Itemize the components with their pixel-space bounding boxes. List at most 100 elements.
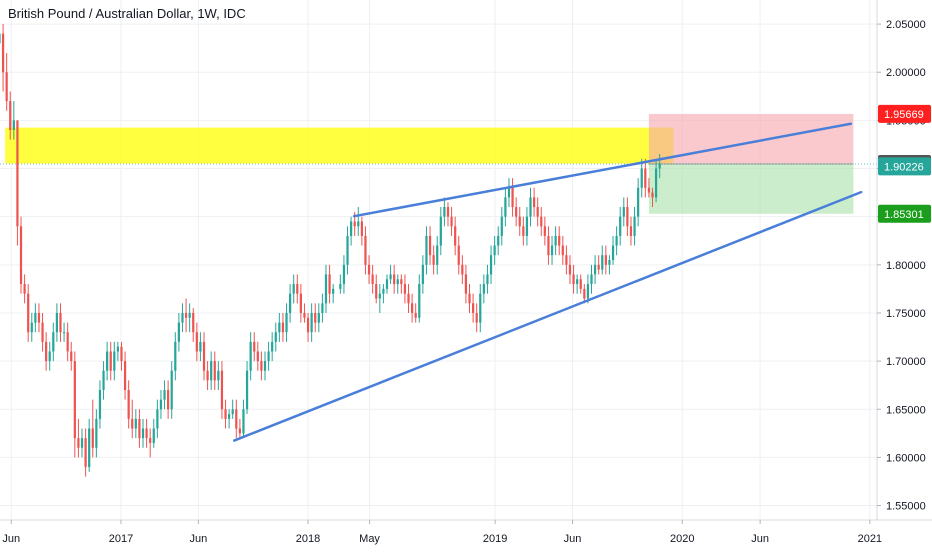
take-profit-zone — [648, 163, 854, 214]
candle-body — [62, 332, 66, 334]
candle-body — [192, 312, 195, 333]
candle-body — [346, 235, 349, 265]
candle-body — [540, 216, 543, 227]
time-tick-label: Jun — [564, 533, 582, 545]
price-label-text: 1.90226 — [884, 161, 924, 173]
candle-body — [271, 341, 274, 352]
candle-body — [260, 361, 263, 371]
candle-body — [163, 390, 166, 400]
candle-body — [568, 264, 572, 275]
candle-body — [418, 284, 421, 318]
time-tick-label: 2019 — [483, 533, 507, 545]
time-tick-label: 2018 — [296, 533, 320, 545]
candle-body — [310, 312, 313, 333]
candle-body — [375, 284, 378, 299]
time-tick-label: Jun — [189, 533, 207, 545]
candle-body — [400, 279, 403, 285]
candle-body — [493, 245, 496, 256]
candle-body — [396, 279, 399, 285]
candle-body — [357, 221, 360, 227]
candle-body — [647, 187, 651, 193]
candle-body — [88, 428, 91, 468]
candle-body — [497, 235, 500, 246]
candle-body — [590, 274, 593, 285]
candle-body — [167, 390, 170, 410]
candle-body — [439, 216, 442, 246]
candle-body — [177, 322, 180, 342]
candle-body — [554, 235, 557, 246]
candle-body — [654, 168, 658, 198]
candle-body — [199, 341, 202, 352]
candle-body — [479, 293, 482, 323]
candle-body — [249, 341, 252, 371]
candle-body — [91, 428, 94, 448]
candle-body — [145, 428, 148, 439]
candle-body — [314, 312, 317, 323]
candle-body — [123, 361, 127, 390]
candle-body — [482, 284, 485, 294]
candle-body — [529, 197, 532, 217]
candle-body — [217, 370, 220, 381]
price-tick-label: 1.75000 — [886, 308, 926, 320]
candle-body — [281, 322, 285, 333]
candle-body — [303, 312, 306, 318]
candle-body — [637, 187, 640, 217]
candle-body — [640, 168, 643, 188]
candle-body — [522, 226, 525, 236]
candle-body — [274, 332, 277, 342]
candle-body — [41, 322, 44, 342]
candle-body — [367, 264, 371, 275]
candle-body — [109, 351, 112, 371]
price-tick-label: 2.00000 — [886, 67, 926, 79]
candle-body — [127, 390, 130, 419]
candle-body — [263, 361, 267, 371]
candle-body — [593, 264, 597, 275]
candle-body — [601, 255, 604, 270]
candle-body — [644, 168, 647, 188]
candle-body — [292, 284, 295, 294]
candle-body — [342, 264, 346, 285]
candle-body — [658, 163, 661, 169]
time-tick-label: 2017 — [109, 533, 133, 545]
candle-body — [213, 361, 216, 381]
candle-body — [138, 418, 141, 439]
candle-body — [611, 245, 615, 260]
price-tick-label: 1.65000 — [886, 404, 926, 416]
candle-body — [332, 288, 335, 294]
candle-body — [73, 361, 76, 439]
candle-body — [30, 322, 33, 333]
candle-body — [407, 293, 410, 304]
candle-body — [450, 216, 453, 227]
candle-body — [436, 245, 439, 265]
candle-body — [608, 260, 611, 265]
time-tick-label: May — [359, 533, 380, 545]
candle-body — [428, 235, 432, 256]
time-tick-label: Jun — [2, 533, 20, 545]
candle-body — [210, 361, 213, 381]
candle-body — [267, 351, 270, 362]
candle-body — [586, 284, 590, 299]
candle-body — [550, 245, 554, 256]
candle-body — [504, 197, 507, 217]
candle-body — [80, 438, 84, 448]
candle-body — [45, 341, 48, 362]
candle-body — [131, 418, 134, 429]
candle-body — [629, 226, 633, 236]
candle-body — [19, 226, 23, 285]
candle-body — [231, 409, 234, 415]
candle-body — [622, 207, 625, 217]
candle-body — [532, 197, 536, 208]
candle-body — [116, 346, 120, 352]
candle-body — [464, 274, 468, 294]
candle-body — [385, 279, 389, 289]
trend-line-lower — [232, 190, 863, 442]
candle-body — [34, 312, 37, 323]
candle-body — [106, 351, 109, 371]
candle-body — [299, 293, 302, 313]
candle-body — [543, 226, 546, 236]
candle-body — [288, 293, 292, 313]
candle-body — [59, 312, 62, 333]
candle-body — [486, 274, 489, 285]
candle-body — [9, 101, 12, 130]
chart-title: British Pound / Australian Dollar, 1W, I… — [8, 6, 246, 21]
